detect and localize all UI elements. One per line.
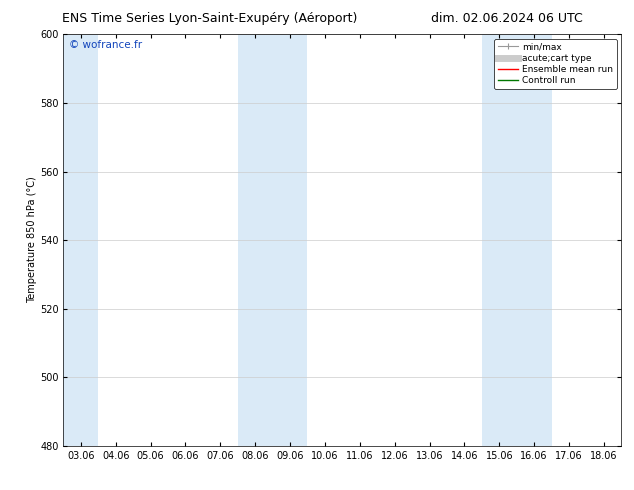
Bar: [482, 34, 552, 446]
Bar: [238, 34, 307, 446]
Y-axis label: Temperature 850 hPa (°C): Temperature 850 hPa (°C): [27, 177, 37, 303]
Text: dim. 02.06.2024 06 UTC: dim. 02.06.2024 06 UTC: [431, 12, 583, 25]
Legend: min/max, acute;cart type, Ensemble mean run, Controll run: min/max, acute;cart type, Ensemble mean …: [495, 39, 617, 89]
Text: © wofrance.fr: © wofrance.fr: [69, 41, 142, 50]
Bar: [63, 34, 98, 446]
Text: ENS Time Series Lyon-Saint-Exupéry (Aéroport): ENS Time Series Lyon-Saint-Exupéry (Aéro…: [61, 12, 357, 25]
